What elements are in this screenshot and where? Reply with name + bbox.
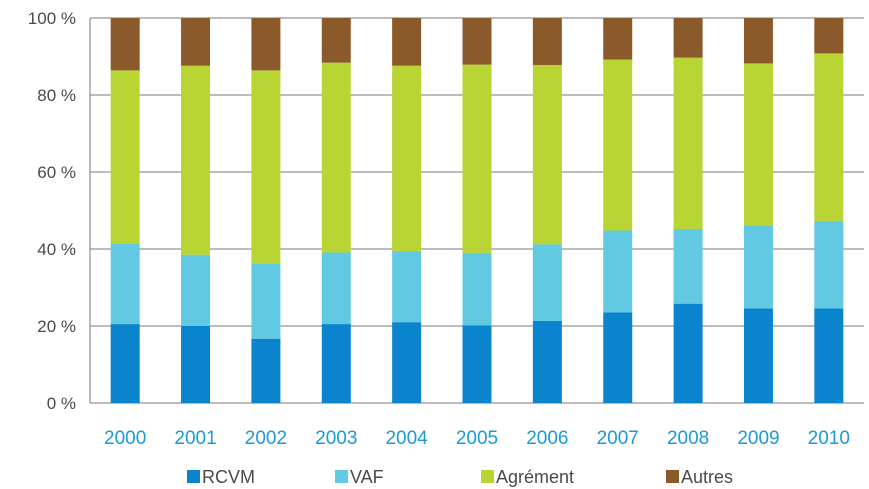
bar-segment-vaf-2004 xyxy=(392,250,422,323)
y-tick-label: 0 % xyxy=(47,394,76,413)
bar-segment-autres-2007 xyxy=(603,18,633,60)
bar-segment-agrement-2001 xyxy=(181,65,211,255)
bar-segment-autres-2005 xyxy=(462,18,492,65)
bar-segment-agrement-2003 xyxy=(321,62,351,253)
bars xyxy=(110,18,844,403)
x-tick-label: 2008 xyxy=(667,428,709,449)
bar-segment-rcvm-2005 xyxy=(462,325,492,403)
bar-segment-autres-2008 xyxy=(673,18,703,58)
legend: RCVM VAF Agrément Autres xyxy=(187,467,733,487)
legend-label: Autres xyxy=(681,467,733,487)
bar-segment-autres-2006 xyxy=(532,18,562,65)
bar-segment-rcvm-2007 xyxy=(603,312,633,403)
y-tick-label: 40 % xyxy=(37,240,76,259)
x-axis: 2000 2001 2002 2003 2004 2005 2006 2007 2008 2009… xyxy=(104,428,850,449)
legend-swatch xyxy=(187,470,200,483)
bar-segment-vaf-2001 xyxy=(181,254,211,326)
bar-segment-rcvm-2006 xyxy=(532,320,562,403)
bar-segment-agrement-2005 xyxy=(462,64,492,253)
x-tick-label: 2000 xyxy=(104,428,146,449)
bar-segment-autres-2003 xyxy=(321,18,351,63)
y-tick-label: 80 % xyxy=(37,86,76,105)
bar-segment-vaf-2003 xyxy=(321,252,351,325)
bar-segment-autres-2009 xyxy=(743,18,773,64)
x-tick-label: 2010 xyxy=(808,428,850,449)
bar-segment-agrement-2002 xyxy=(251,70,281,264)
bar-segment-agrement-2006 xyxy=(532,64,562,245)
bar-segment-rcvm-2002 xyxy=(251,338,281,403)
x-tick-label: 2003 xyxy=(315,428,357,449)
bar-segment-rcvm-2004 xyxy=(392,322,422,403)
bar-segment-vaf-2007 xyxy=(603,230,633,313)
bar-segment-vaf-2010 xyxy=(814,220,844,309)
bar-segment-rcvm-2000 xyxy=(110,324,140,403)
bar-segment-agrement-2008 xyxy=(673,57,703,229)
legend-swatch xyxy=(335,470,348,483)
bar-segment-vaf-2002 xyxy=(251,263,281,339)
bar-segment-vaf-2009 xyxy=(743,225,773,309)
bar-segment-autres-2001 xyxy=(181,18,211,66)
bar-segment-agrement-2004 xyxy=(392,65,422,251)
x-tick-label: 2009 xyxy=(737,428,779,449)
bar-segment-agrement-2009 xyxy=(743,63,773,226)
bar-segment-autres-2010 xyxy=(814,18,844,54)
x-tick-label: 2004 xyxy=(385,428,428,449)
y-tick-label: 100 % xyxy=(28,9,76,28)
bar-segment-vaf-2000 xyxy=(110,243,140,325)
bar-segment-rcvm-2003 xyxy=(321,324,351,403)
legend-label: Agrément xyxy=(496,467,574,487)
y-tick-label: 20 % xyxy=(37,317,76,336)
bar-segment-rcvm-2008 xyxy=(673,303,703,403)
bar-segment-agrement-2000 xyxy=(110,70,140,244)
bar-segment-agrement-2007 xyxy=(603,59,633,231)
x-tick-label: 2001 xyxy=(174,428,216,449)
bar-segment-vaf-2006 xyxy=(532,244,562,321)
legend-label: RCVM xyxy=(202,467,255,487)
bar-segment-rcvm-2001 xyxy=(181,326,211,403)
x-tick-label: 2002 xyxy=(245,428,287,449)
y-tick-label: 60 % xyxy=(37,163,76,182)
bar-segment-agrement-2010 xyxy=(814,53,844,221)
bar-segment-vaf-2005 xyxy=(462,252,492,326)
bar-segment-rcvm-2010 xyxy=(814,308,844,403)
bar-segment-autres-2004 xyxy=(392,18,422,66)
x-tick-label: 2005 xyxy=(456,428,498,449)
bar-segment-autres-2000 xyxy=(110,18,140,71)
x-tick-label: 2007 xyxy=(597,428,639,449)
bar-segment-vaf-2008 xyxy=(673,228,703,304)
bar-segment-autres-2002 xyxy=(251,18,281,71)
legend-swatch xyxy=(666,470,679,483)
y-axis: 0 % 20 % 40 % 60 % 80 % 100 % xyxy=(28,9,91,413)
legend-label: VAF xyxy=(350,467,384,487)
bar-segment-rcvm-2009 xyxy=(743,308,773,403)
x-tick-label: 2006 xyxy=(526,428,568,449)
legend-swatch xyxy=(481,470,494,483)
